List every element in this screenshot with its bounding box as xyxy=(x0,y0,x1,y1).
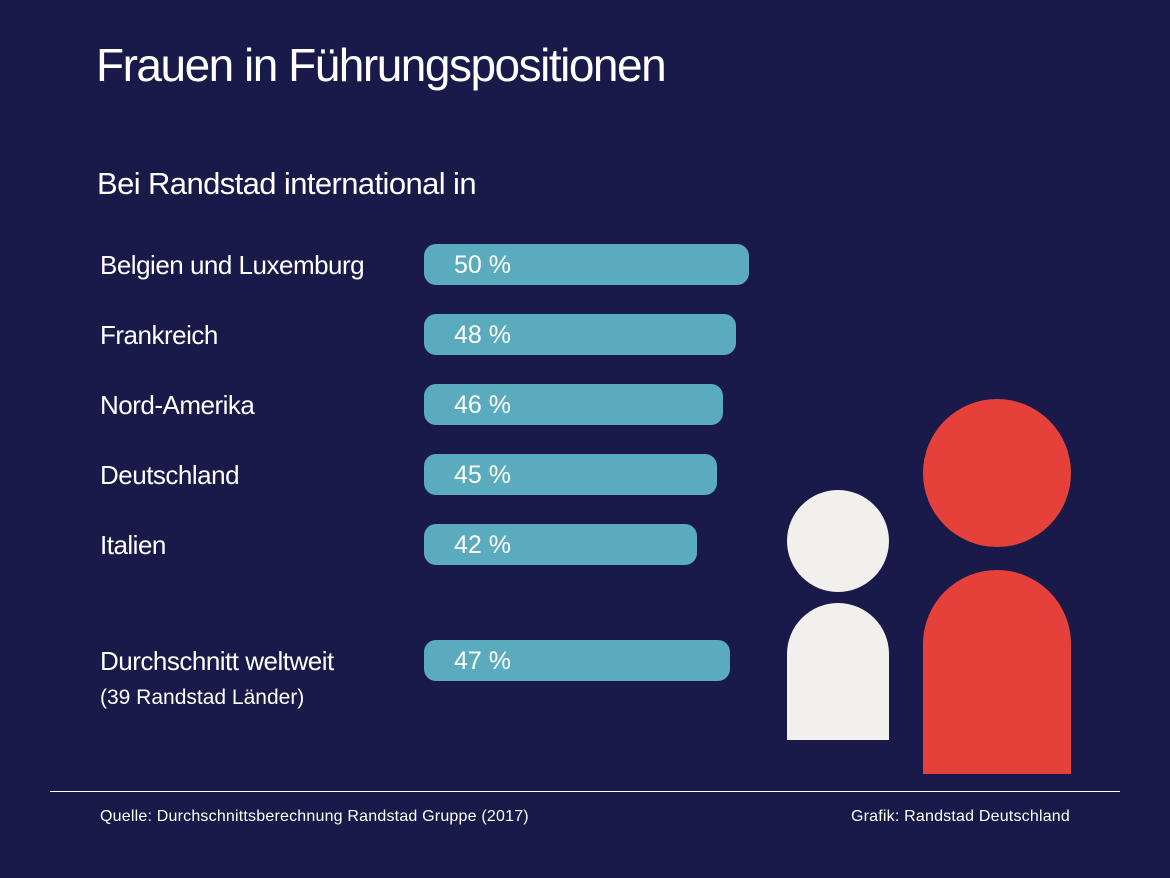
footer-divider xyxy=(50,791,1120,792)
bar-value-label: 42 % xyxy=(454,531,511,559)
source-note: Quelle: Durchschnittsberechnung Randstad… xyxy=(100,808,529,825)
category-label: Nord-Amerika xyxy=(100,390,255,420)
category-label: Deutschland xyxy=(100,460,240,490)
person-head-light xyxy=(787,490,889,592)
person-head-red xyxy=(923,399,1071,547)
bar: 45 % xyxy=(424,454,717,495)
category-label: Belgien und Luxemburg xyxy=(100,250,365,280)
bar-value-label: 45 % xyxy=(454,461,511,489)
bar-value-label: 50 % xyxy=(454,251,511,279)
chart-title: Frauen in Führungspositionen xyxy=(96,39,667,91)
bar: 42 % xyxy=(424,524,697,565)
chart-subtitle: Bei Randstad international in xyxy=(97,166,477,201)
average-label: Durchschnitt weltweit xyxy=(100,646,334,676)
average-bar: 47 % xyxy=(424,640,730,681)
bar: 50 % xyxy=(424,244,749,285)
bar-value-label: 48 % xyxy=(454,321,511,349)
average-sublabel: (39 Randstad Länder) xyxy=(100,686,305,709)
bar: 48 % xyxy=(424,314,736,355)
bar: 46 % xyxy=(424,384,723,425)
bar-value-label: 46 % xyxy=(454,391,511,419)
category-label: Italien xyxy=(100,530,166,560)
bar-value-label: 47 % xyxy=(454,647,511,675)
person-body-light xyxy=(787,603,889,740)
person-body-red xyxy=(923,570,1071,774)
category-label: Frankreich xyxy=(100,320,218,350)
credit-note: Grafik: Randstad Deutschland xyxy=(850,808,1070,825)
